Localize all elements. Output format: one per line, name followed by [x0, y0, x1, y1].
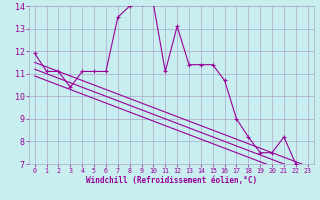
- X-axis label: Windchill (Refroidissement éolien,°C): Windchill (Refroidissement éolien,°C): [86, 176, 257, 185]
